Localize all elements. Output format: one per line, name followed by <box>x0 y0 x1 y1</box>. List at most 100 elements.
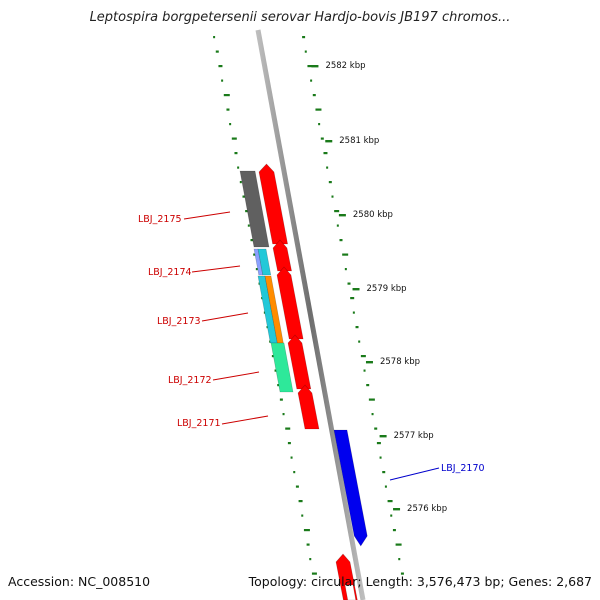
gc-dot <box>336 224 339 227</box>
gene-label: LBJ_2172 <box>168 375 212 386</box>
scale-tick <box>311 65 319 68</box>
gc-dot <box>247 224 250 227</box>
gc-dot <box>253 253 257 256</box>
gc-dot <box>298 500 303 503</box>
gc-dot <box>213 36 216 39</box>
scale-label: 2581 kbp <box>339 136 379 146</box>
gc-dot <box>231 137 237 140</box>
cds-lbj-2170 <box>333 429 368 547</box>
gc-dot <box>360 355 366 358</box>
gc-dot <box>326 166 329 169</box>
gc-dot <box>274 369 277 372</box>
gc-dot <box>366 384 370 387</box>
gene-label: LBJ_2174 <box>148 267 192 278</box>
scale-label: 2577 kbp <box>394 431 434 441</box>
scale-label: 2580 kbp <box>353 210 393 220</box>
gc-dot <box>379 456 382 459</box>
cog-block-cyan <box>257 248 272 276</box>
cog-block-green <box>270 342 294 393</box>
gc-dot <box>239 181 242 184</box>
gc-dot <box>226 108 230 111</box>
gene-label-leader <box>191 265 241 273</box>
scale-tick <box>393 508 401 511</box>
gc-dot <box>368 398 375 401</box>
scale-label: 2578 kbp <box>380 357 420 367</box>
feature-track <box>239 163 368 600</box>
gc-dot <box>320 137 324 140</box>
gc-dot <box>355 326 359 329</box>
gene-label: LBJ_2171 <box>177 418 221 429</box>
gc-dot <box>301 514 304 517</box>
gc-dot <box>306 543 310 546</box>
gene-label-leader <box>389 467 440 481</box>
gc-dot <box>303 529 310 532</box>
gene-label: LBJ_2170 <box>441 463 485 474</box>
scale-label: 2576 kbp <box>407 504 447 514</box>
gc-dot <box>384 485 387 488</box>
gc-skew-track-outer <box>302 36 404 575</box>
cds-lbj-2172 <box>287 334 312 390</box>
topology-summary: Topology: circular; Length: 3,576,473 bp… <box>248 574 592 589</box>
gc-dot <box>382 471 386 474</box>
gc-dot <box>290 456 293 459</box>
gc-dot <box>347 282 351 285</box>
gc-dot <box>215 50 219 53</box>
gc-dot <box>331 195 334 198</box>
gene-label: LBJ_2173 <box>157 316 201 327</box>
map-title: Leptospira borgpetersenii serovar Hardjo… <box>89 10 511 25</box>
gc-dot <box>311 572 317 575</box>
cds-lbj-2174 <box>272 239 292 272</box>
gc-dot <box>376 442 381 445</box>
gc-dot <box>371 413 374 416</box>
scale-tick <box>352 288 360 291</box>
gc-dot <box>395 543 402 546</box>
gene-label: LBJ_2175 <box>138 214 182 225</box>
gc-dot <box>229 123 232 126</box>
scale-label: 2582 kbp <box>325 61 365 71</box>
scale-tick <box>379 435 387 438</box>
gene-labels: LBJ_2175 LBJ_2174 LBJ_2173 LBJ_2172 LBJ_2171… <box>138 211 485 481</box>
gc-dot <box>279 398 283 401</box>
gc-dot <box>307 65 313 68</box>
gc-dot <box>304 50 307 53</box>
accession-label: Accession: NC_008510 <box>8 574 151 589</box>
gc-dot <box>293 471 296 474</box>
gc-dot <box>342 253 349 256</box>
gc-dot <box>392 529 396 532</box>
gc-dot <box>390 514 393 517</box>
gc-dot <box>398 558 401 561</box>
gc-dot <box>374 427 378 430</box>
gc-dot <box>287 442 291 445</box>
gc-dot <box>387 500 393 503</box>
gc-dot <box>328 181 332 184</box>
scale-ticks: 2582 kbp 2581 kbp 2580 kbp 2579 kbp 2578 kbp… <box>311 61 447 514</box>
gc-dot <box>350 297 355 300</box>
gc-dot <box>352 311 355 314</box>
gc-dot <box>310 79 313 82</box>
cds-partial-highlight <box>344 584 357 600</box>
gc-dot <box>285 427 291 430</box>
gc-dot <box>218 65 223 68</box>
gc-dot <box>315 108 322 111</box>
gc-dot <box>237 166 240 169</box>
scale-tick <box>338 214 346 217</box>
gc-dot <box>309 558 312 561</box>
cog-block-gray <box>239 170 270 248</box>
gene-label-leader <box>221 415 269 425</box>
scale-tick <box>325 140 333 143</box>
gc-dot <box>295 485 299 488</box>
scale-tick <box>365 361 373 364</box>
gene-label-leader <box>201 312 249 322</box>
gc-dot <box>400 572 404 575</box>
gc-dot <box>282 413 285 416</box>
gc-dot <box>334 210 340 213</box>
chromosome-backbone <box>255 29 366 600</box>
gc-dot <box>223 94 230 97</box>
gene-label-leader <box>183 211 231 220</box>
gc-dot <box>245 210 250 213</box>
gc-dot <box>234 152 238 155</box>
gc-dot <box>339 239 343 242</box>
gc-dot <box>318 123 321 126</box>
gc-dot <box>302 36 306 39</box>
gc-dot <box>363 369 366 372</box>
